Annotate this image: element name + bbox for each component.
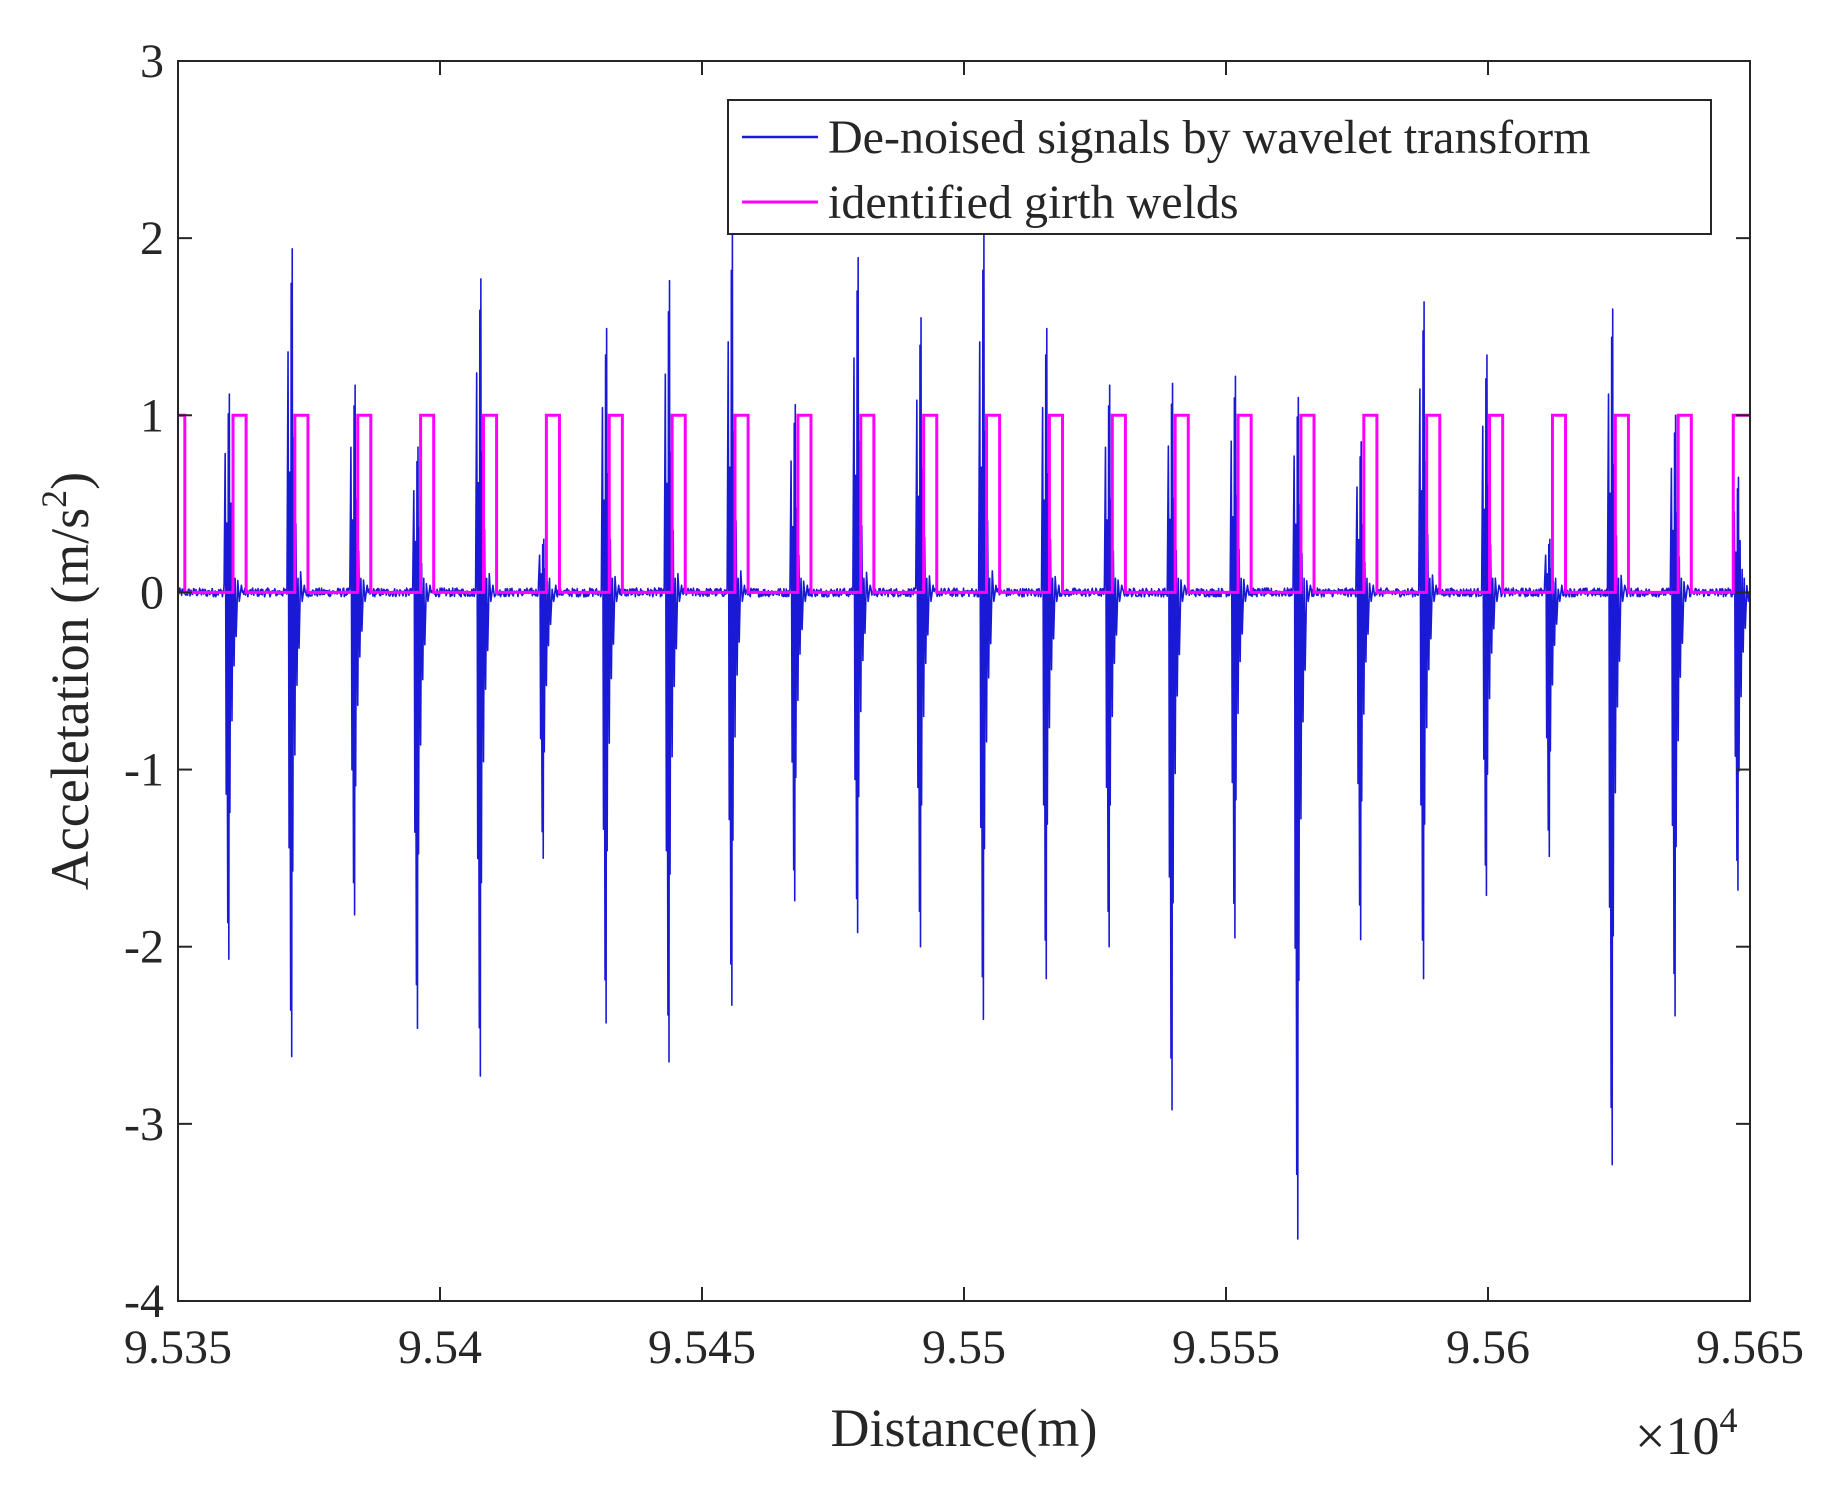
y-tick-label: -1	[124, 744, 164, 797]
legend-box	[727, 99, 1712, 235]
x-tick-label: 9.565	[1696, 1321, 1804, 1374]
x-tick-label: 9.555	[1172, 1321, 1280, 1374]
series-layer	[178, 233, 1750, 1240]
x-exponent-base: ×10	[1635, 1406, 1719, 1466]
legend-label-welds: identified girth welds	[828, 176, 1239, 229]
x-exponent: ×104	[1635, 1400, 1737, 1466]
x-tick-label: 9.545	[648, 1321, 756, 1374]
y-tick-label: 3	[140, 35, 164, 88]
y-tick-label: -4	[124, 1275, 164, 1328]
x-tick-label: 9.54	[398, 1321, 482, 1374]
x-axis-title: Distance(m)	[831, 1398, 1098, 1458]
x-tick-label: 9.56	[1446, 1321, 1530, 1374]
x-tick-label: 9.55	[922, 1321, 1006, 1374]
y-axis-title-end: )	[40, 472, 100, 490]
y-axis-title-main: Acceletation (m/s	[40, 508, 100, 890]
tick-layer: 9.535 9.54 9.545 9.55 9.555 9.56 9.565 -4 -3 -2 -1…	[124, 35, 1804, 1374]
girth-weld-pulse-line	[178, 413, 1750, 594]
denoised-signal-line	[178, 233, 1750, 1240]
y-axis-title: Acceletation (m/s2)	[34, 472, 100, 890]
y-tick-label: 1	[140, 389, 164, 442]
x-tick-label: 9.535	[124, 1321, 232, 1374]
legend-label-denoised: De-noised signals by wavelet transform	[828, 111, 1590, 164]
y-tick-label: -2	[124, 921, 164, 974]
x-exponent-power: 4	[1719, 1400, 1737, 1440]
y-tick-label: 0	[140, 566, 164, 619]
y-tick-label: -3	[124, 1098, 164, 1151]
y-axis-title-sup: 2	[34, 490, 74, 508]
y-tick-label: 2	[140, 212, 164, 265]
legend: De-noised signals by wavelet transform i…	[727, 99, 1712, 235]
